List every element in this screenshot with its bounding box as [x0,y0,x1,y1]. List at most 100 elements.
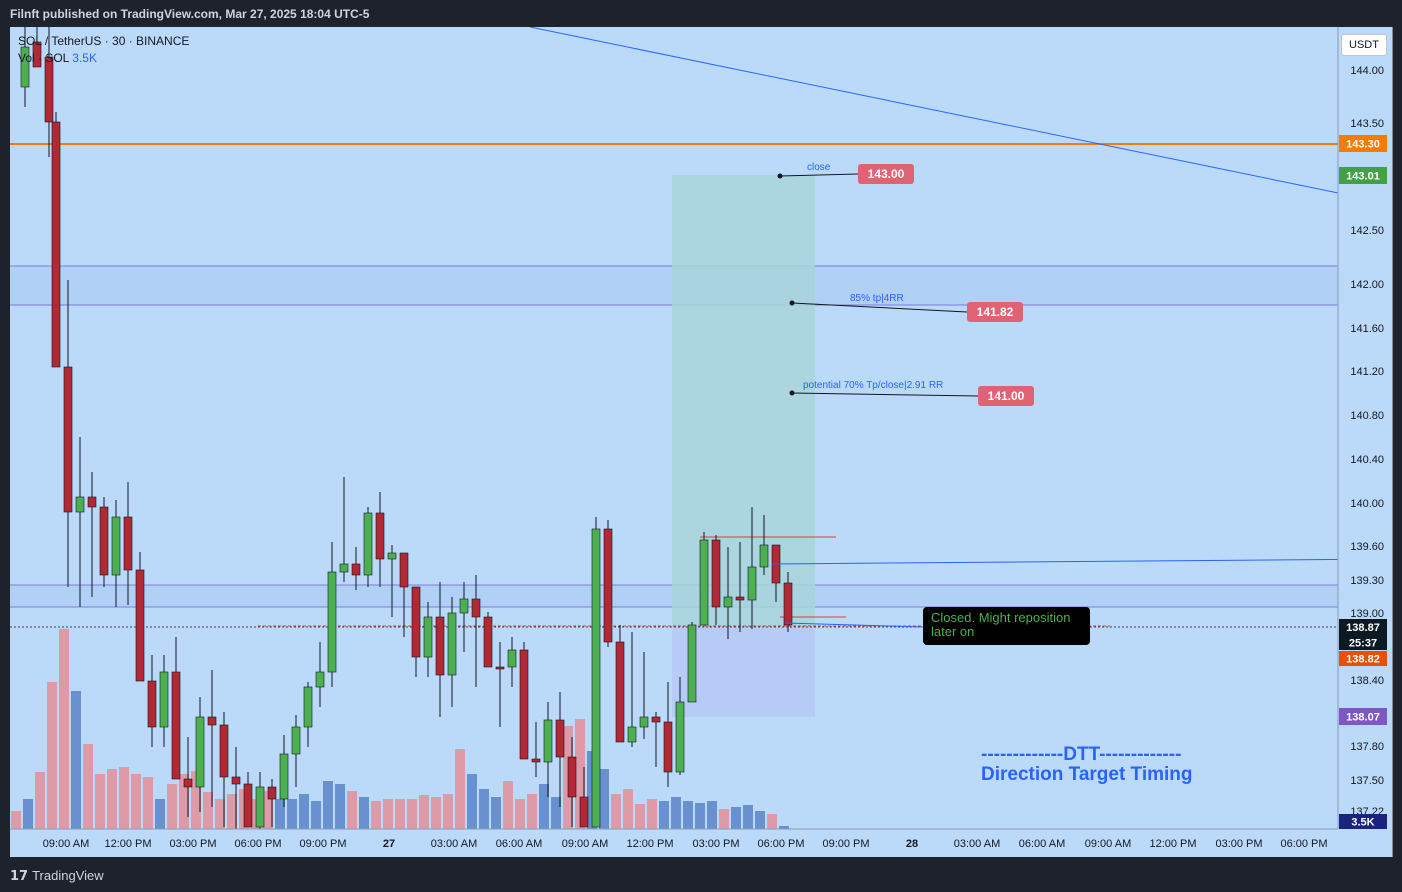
volume-bar-58 [707,801,717,829]
price-tick-11: 139.00 [1350,608,1384,620]
symbol-legend[interactable]: SOL / TetherUS · 30 · BINANCE [18,34,189,48]
time-tick-2: 03:00 PM [169,838,216,850]
price-tick-13: 137.80 [1350,741,1384,753]
volume-bar-39 [479,789,489,829]
candle-body [483,616,493,668]
candle-body [555,719,565,758]
candle-body [735,596,745,601]
candle-body [711,539,721,608]
time-tick-17: 12:00 PM [1149,838,1196,850]
current-price-badge-text: 138.87 [1346,622,1380,634]
volume-bar-42 [515,799,525,829]
candle-body [279,753,289,800]
candle-29 [363,507,373,587]
volume-bar-8 [107,769,117,829]
orange-line-badge-text: 143.30 [1346,139,1380,151]
candle-body [747,566,757,601]
candle-body [159,671,169,728]
candle-body [20,46,30,88]
volume-bar-35 [431,797,441,829]
candle-14 [183,737,193,817]
volume-bar-55 [671,797,681,829]
time-axis-bg [10,829,1392,857]
tp85-target-line [791,302,968,313]
price-tick-3: 142.00 [1350,279,1384,291]
volume-bar-11 [143,777,153,829]
candle-body [32,41,42,68]
volume-bar-52 [635,804,645,829]
candle-body [135,569,145,682]
volume-bar-41 [503,781,513,829]
volume-legend[interactable]: Vol · SOL 3.5K [18,51,97,65]
volume-bar-64 [779,826,789,829]
candle-34 [423,602,433,677]
candle-20 [255,772,265,837]
candle-body [291,726,301,755]
time-tick-8: 09:00 AM [562,838,608,850]
volume-bar-12 [155,799,165,829]
volume-bar-56 [683,801,693,829]
candle-27 [339,477,349,582]
volume-bar-0 [11,811,21,829]
currency-button[interactable]: USDT [1341,34,1387,56]
candle-12 [159,655,169,747]
candle-body [75,496,85,513]
purple-level-badge-text: 138.07 [1346,712,1380,724]
candle-35 [435,582,445,717]
volume-bar-7 [95,774,105,829]
candle-56 [687,622,697,703]
candle-body [351,563,361,576]
candle-36 [447,597,457,707]
candle-body [519,649,529,760]
volume-bar-5 [71,691,81,829]
candle-body [363,512,373,576]
volume-bar-6 [83,744,93,829]
time-tick-9: 12:00 PM [626,838,673,850]
candle-body [651,716,661,723]
volume-bar-16 [203,792,213,829]
downtrend-line [529,27,1392,205]
tp85-target-price-text: 141.82 [977,305,1014,319]
dtt-title: -------------DTT------------- [981,744,1182,765]
candle-body [255,786,265,828]
volume-bar-14 [179,774,189,829]
price-tick-12: 138.40 [1350,675,1384,687]
volume-bar-57 [695,803,705,829]
candle-body [663,721,673,773]
price-tick-2: 142.50 [1350,225,1384,237]
close-target-label: close [807,162,831,173]
chart-area[interactable]: close 143.00 85% tp|4RR 141.82 potential 70%… [10,27,1393,857]
candle-body [339,563,349,573]
tp85-target-price-badge [967,302,1023,322]
countdown-badge-text: 25:37 [1349,638,1377,650]
candle-11 [147,655,157,747]
volume-bar-33 [407,799,417,829]
time-tick-10: 03:00 PM [692,838,739,850]
time-tick-4: 09:00 PM [299,838,346,850]
candle-body [399,552,409,588]
candle-28 [351,547,361,590]
volume-bar-44 [539,784,549,829]
price-tick-8: 140.00 [1350,498,1384,510]
volume-bar-60 [731,807,741,829]
candle-38 [471,575,481,687]
volume-bar-61 [743,805,753,829]
tradingview-logo[interactable]: 17 TradingView [10,868,104,884]
time-tick-15: 06:00 AM [1019,838,1065,850]
candle-body [459,598,469,614]
candle-body [99,506,109,576]
time-tick-16: 09:00 AM [1085,838,1131,850]
candle-32 [399,552,409,637]
chart-canvas[interactable]: close 143.00 85% tp|4RR 141.82 potential 70%… [10,27,1392,857]
candle-18 [231,747,241,837]
volume-bar-53 [647,799,657,829]
volume-bar-47 [575,719,585,829]
candle-48 [591,517,601,828]
candle-body [123,516,133,571]
volume-bar-17 [215,799,225,829]
note-pointer-line [784,622,924,628]
candle-body [687,624,697,703]
volume-bar-62 [755,811,765,829]
time-tick-18: 03:00 PM [1215,838,1262,850]
publisher-bar: Filnft published on TradingView.com, Mar… [0,0,1402,27]
